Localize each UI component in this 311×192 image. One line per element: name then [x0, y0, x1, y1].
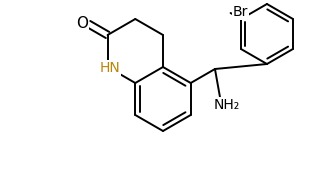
- Text: HN: HN: [99, 61, 120, 75]
- Text: O: O: [77, 17, 89, 31]
- Text: NH₂: NH₂: [214, 98, 240, 112]
- Text: Br: Br: [233, 5, 248, 19]
